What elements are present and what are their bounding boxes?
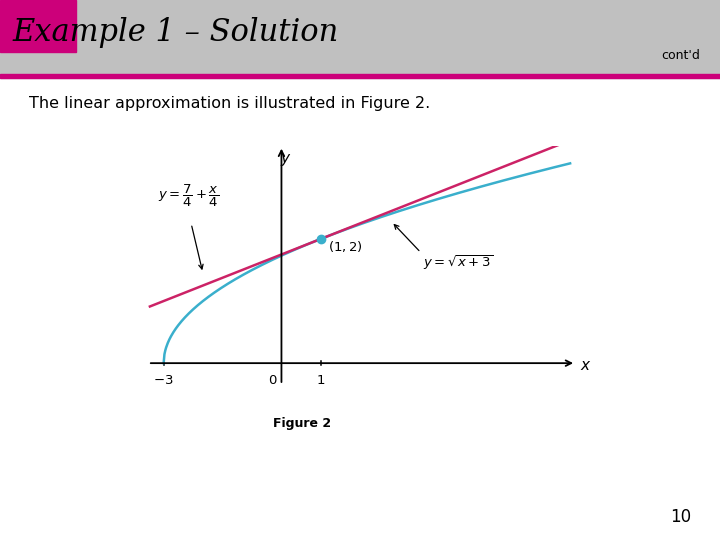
Text: $1$: $1$: [316, 374, 325, 387]
Text: Example 1 – Solution: Example 1 – Solution: [13, 17, 339, 48]
Text: 10: 10: [670, 509, 691, 526]
Bar: [0, 73, 720, 78]
Text: The linear approximation is illustrated in Figure 2.: The linear approximation is illustrated …: [29, 97, 430, 111]
Text: $y$: $y$: [279, 152, 291, 168]
Text: $y = \sqrt{x+3}$: $y = \sqrt{x+3}$: [423, 253, 493, 272]
Text: $0$: $0$: [268, 374, 278, 387]
Text: $-3$: $-3$: [153, 374, 174, 387]
Bar: [0, 0, 76, 52]
Text: cont'd: cont'd: [661, 49, 700, 62]
Text: Figure 2: Figure 2: [274, 417, 331, 430]
Text: $y = \dfrac{7}{4} + \dfrac{x}{4}$: $y = \dfrac{7}{4} + \dfrac{x}{4}$: [158, 183, 219, 208]
Bar: [0, 0, 720, 78]
Text: $(1, 2)$: $(1, 2)$: [328, 239, 363, 254]
Text: $x$: $x$: [580, 357, 591, 373]
